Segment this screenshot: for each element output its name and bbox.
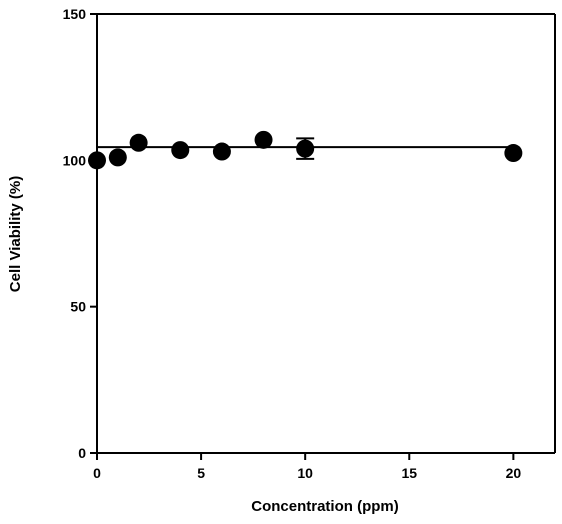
x-tick-label: 0 — [93, 465, 101, 481]
data-point — [108, 148, 127, 167]
data-point — [212, 142, 231, 161]
data-point — [129, 133, 148, 152]
y-tick-label: 150 — [63, 6, 87, 22]
data-point — [254, 130, 273, 149]
x-tick-label: 10 — [297, 465, 313, 481]
data-points — [88, 130, 523, 170]
tick-labels: 0 50 100 150 0 5 10 15 20 — [63, 6, 522, 481]
y-tick-label: 100 — [63, 152, 87, 168]
x-tick-label: 15 — [401, 465, 417, 481]
data-point — [296, 139, 315, 158]
y-tick-label: 50 — [70, 299, 86, 315]
y-tick-label: 0 — [78, 445, 86, 461]
x-tick-label: 20 — [506, 465, 522, 481]
data-point — [88, 151, 106, 170]
y-axis-title: Cell Viability (%) — [7, 176, 24, 292]
x-tick-label: 5 — [197, 465, 205, 481]
x-axis-title: Concentration (ppm) — [251, 498, 399, 515]
data-point — [171, 141, 190, 160]
axes — [90, 13, 556, 460]
data-point — [504, 144, 523, 163]
